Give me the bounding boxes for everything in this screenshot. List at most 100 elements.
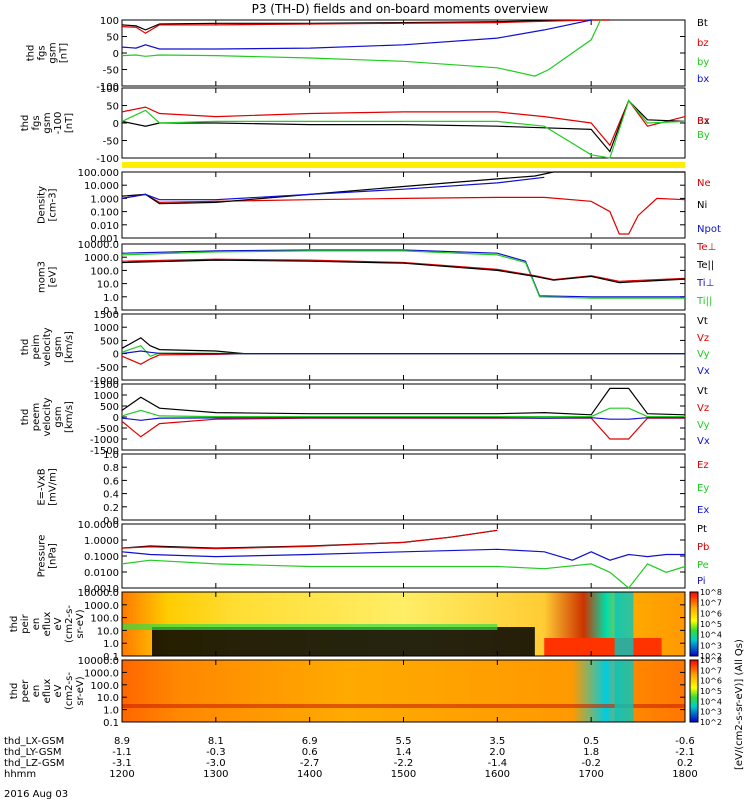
legend-entry: Ti⊥ xyxy=(696,278,714,289)
y-axis-label: fgs xyxy=(31,115,42,130)
y-tick-label: 0.001 xyxy=(90,234,119,245)
y-axis-label: thd xyxy=(9,683,20,700)
legend-entry: Te⊥ xyxy=(696,242,716,253)
legend-entry: Ex xyxy=(697,505,709,516)
x-row-value: -2.1 xyxy=(675,747,695,758)
series-line-bx xyxy=(121,99,686,153)
y-tick-label: 10000.0 xyxy=(78,588,119,599)
y-axis-label: Pressure xyxy=(37,535,48,578)
y-tick-label: 10.0 xyxy=(97,626,119,637)
panel-density: 100.000 10.000 1.000 0.100 0.010 0.001 Density… xyxy=(37,168,721,245)
spectrogram-cyan-column xyxy=(614,660,634,722)
y-axis-label: thd xyxy=(20,409,31,426)
y-tick-label: 0 xyxy=(113,119,119,130)
legend-entry: Vt xyxy=(697,316,708,327)
panel-frame xyxy=(121,453,686,521)
colorbar-tick-label: 10^5 xyxy=(700,620,722,629)
series-line-pi xyxy=(121,548,685,561)
series-line-ti|| xyxy=(121,250,685,299)
y-axis-label: fgs xyxy=(37,45,48,60)
y-tick-label: 500 xyxy=(100,402,119,413)
y-tick-label: 0.010 xyxy=(90,221,119,232)
y-axis-label: thd xyxy=(20,115,31,132)
y-tick-label: 1000 xyxy=(94,323,119,334)
colorbar-tick-label: 10^5 xyxy=(700,687,722,696)
legend-entry: Ey xyxy=(697,483,709,494)
x-row-value: -2.7 xyxy=(300,758,320,769)
legend-entry: Pe xyxy=(697,560,709,571)
y-axis-label: velocity xyxy=(42,327,53,366)
y-tick-label: 0.0 xyxy=(103,516,119,527)
x-row-value: -0.6 xyxy=(675,736,695,747)
x-row-label: thd_LY-GSM xyxy=(4,747,61,758)
y-tick-label: 50 xyxy=(106,102,119,113)
colorbar-tick-label: 10^4 xyxy=(700,697,722,706)
series-line-npot xyxy=(121,176,545,201)
panel-peim: 1500 1000 500 0 -500 -1000 thd peim velocity gsm[… xyxy=(20,310,710,387)
series-line-pt xyxy=(121,529,498,549)
y-tick-label: 0.4 xyxy=(103,490,119,501)
legend-entry: Pb xyxy=(697,542,709,553)
colorbar-title: [eV/(cm2-s-sr-eV)] (All Qs) xyxy=(734,639,745,770)
y-tick-label: 0 xyxy=(113,49,119,60)
x-row-value: 1200 xyxy=(109,769,134,780)
y-axis-label: eV xyxy=(53,617,64,630)
y-tick-label: 10.000 xyxy=(84,181,119,192)
spectrogram-low-energy-gap xyxy=(152,627,535,656)
y-axis-label: gsm xyxy=(48,42,59,63)
legend-entry: Pi xyxy=(697,576,706,587)
y-tick-label: 1000.0 xyxy=(84,668,119,679)
y-axis-label: thd xyxy=(26,45,37,62)
y-tick-label: 100 xyxy=(100,84,119,95)
legend-entry: Te|| xyxy=(696,260,714,271)
y-axis-label: [cm-3] xyxy=(48,188,59,221)
y-tick-label: 10.0000 xyxy=(78,520,119,531)
y-tick-label: 1.0 xyxy=(103,706,119,717)
spectrogram-red-band xyxy=(122,704,685,708)
x-row-value: 0.6 xyxy=(302,747,318,758)
series-line-te⊥ xyxy=(121,258,686,282)
series-line-bz xyxy=(121,19,610,34)
x-row-value: 6.9 xyxy=(302,736,318,747)
y-axis-label: gsm xyxy=(42,112,53,133)
legend-entry: Ni xyxy=(697,200,707,211)
y-tick-label: -50 xyxy=(103,137,119,148)
y-axis-label: gsm xyxy=(53,336,64,357)
y-tick-label: 500 xyxy=(100,336,119,347)
y-axis-label: peir xyxy=(20,613,31,633)
x-row-value: -0.3 xyxy=(206,747,226,758)
legend-entry: Vy xyxy=(697,349,710,360)
colorbar-tick-label: 10^6 xyxy=(700,677,722,686)
legend-entry: Vz xyxy=(697,333,709,344)
y-tick-label: 10000.0 xyxy=(78,240,119,251)
y-axis-label: mom3 xyxy=(37,261,48,293)
series-line-vy xyxy=(121,407,685,418)
x-row-value: -3.1 xyxy=(112,758,132,769)
y-tick-label: 0.6 xyxy=(103,476,119,487)
y-axis-label: [nT] xyxy=(59,43,70,63)
legend-entry: Bx xyxy=(697,116,710,127)
x-row-value: 1500 xyxy=(391,769,416,780)
colorbars: 10^810^710^610^510^410^310^210^810^710^6… xyxy=(689,588,722,727)
y-axis-label: [nT] xyxy=(64,113,75,133)
date-label: 2016 Aug 03 xyxy=(4,789,68,800)
x-row-value: 1.4 xyxy=(396,747,412,758)
y-tick-label: 1500 xyxy=(94,310,119,321)
y-axis-label: [km/s] xyxy=(64,401,75,433)
colorbar-tick-label: 10^2 xyxy=(700,718,722,727)
y-tick-label: 0.0100 xyxy=(84,568,119,579)
spectrogram-low-energy-red xyxy=(544,638,662,656)
y-tick-label: 1.0 xyxy=(103,293,119,304)
colorbar-tick-label: 10^8 xyxy=(700,656,722,665)
panel-frame xyxy=(121,171,686,239)
y-axis-label: velocity xyxy=(42,397,53,436)
y-tick-label: 0.100 xyxy=(90,208,119,219)
colorbar-tick-label: 10^2 xyxy=(700,652,722,661)
x-row-value: 0.2 xyxy=(677,758,693,769)
legend-entry: Vt xyxy=(697,386,708,397)
